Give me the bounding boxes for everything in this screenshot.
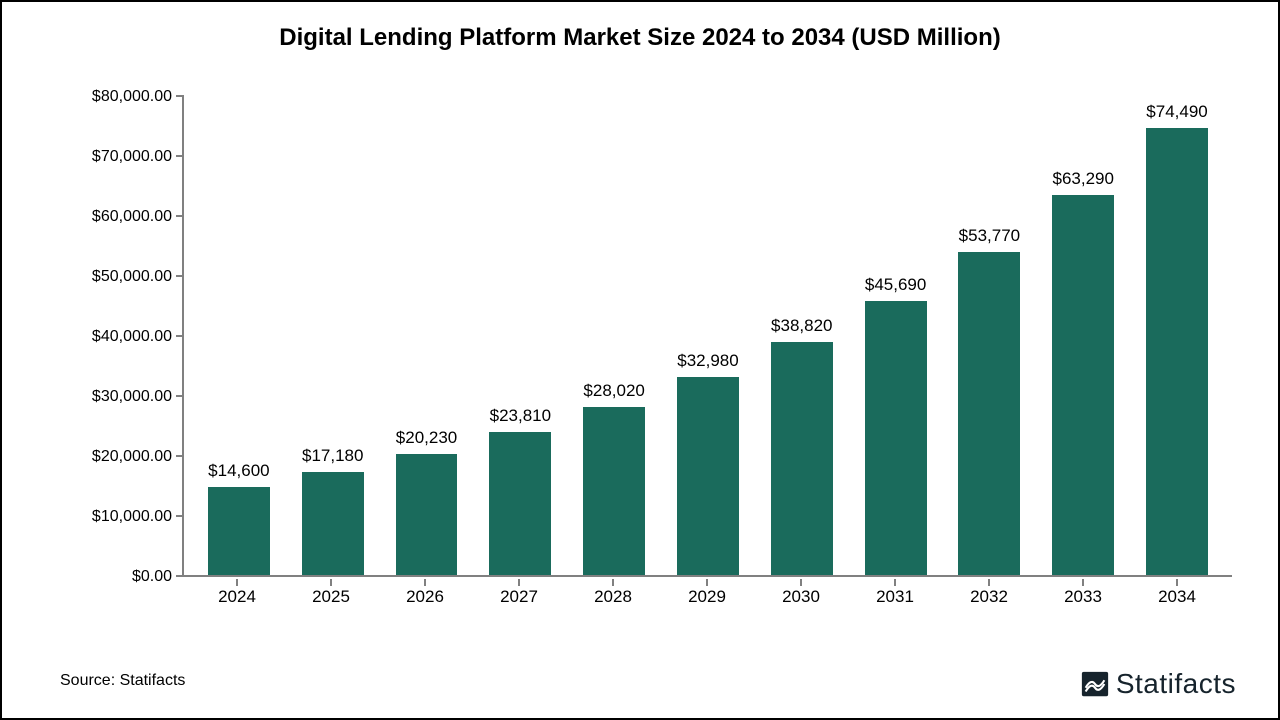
bar-slot: $14,600 bbox=[192, 97, 286, 575]
x-axis-labels: 2024202520262027202820292030203120322033… bbox=[182, 579, 1232, 607]
x-tick-label: 2032 bbox=[942, 579, 1036, 607]
bar-value-label: $63,290 bbox=[1052, 169, 1113, 189]
y-tick-label: $10,000.00 bbox=[92, 508, 172, 526]
bar-slot: $32,980 bbox=[661, 97, 755, 575]
bar-slot: $74,490 bbox=[1130, 97, 1224, 575]
bar-rect bbox=[302, 472, 364, 575]
x-tick-label: 2024 bbox=[190, 579, 284, 607]
bar-rect bbox=[1146, 128, 1208, 575]
y-tick-label: $60,000.00 bbox=[92, 208, 172, 226]
bars-container: $14,600 $17,180 $20,230 $23,810 $28,020 $32,9… bbox=[184, 97, 1232, 575]
x-tick-label: 2026 bbox=[378, 579, 472, 607]
y-tick-label: $50,000.00 bbox=[92, 268, 172, 286]
chart-frame: Digital Lending Platform Market Size 202… bbox=[0, 0, 1280, 720]
x-tick-mark bbox=[236, 579, 238, 586]
bar-slot: $63,290 bbox=[1036, 97, 1130, 575]
x-tick-mark bbox=[988, 579, 990, 586]
x-tick-mark bbox=[612, 579, 614, 586]
source-text: Source: Statifacts bbox=[60, 672, 185, 690]
bar-rect bbox=[1052, 195, 1114, 575]
x-tick-mark bbox=[706, 579, 708, 586]
x-tick-label: 2030 bbox=[754, 579, 848, 607]
brand-logo-text: Statifacts bbox=[1116, 668, 1236, 700]
x-tick-mark bbox=[518, 579, 520, 586]
bar-rect bbox=[489, 432, 551, 575]
x-tick-label: 2029 bbox=[660, 579, 754, 607]
bar-rect bbox=[208, 487, 270, 575]
bar-slot: $20,230 bbox=[380, 97, 474, 575]
x-tick-label: 2025 bbox=[284, 579, 378, 607]
bar-value-label: $38,820 bbox=[771, 316, 832, 336]
x-tick-label: 2033 bbox=[1036, 579, 1130, 607]
bar-rect bbox=[958, 252, 1020, 575]
chart-footer: Source: Statifacts Statifacts bbox=[2, 654, 1278, 718]
bar-value-label: $23,810 bbox=[490, 406, 551, 426]
y-tick-label: $0.00 bbox=[132, 568, 172, 586]
x-tick-mark bbox=[1176, 579, 1178, 586]
x-tick-mark bbox=[330, 579, 332, 586]
x-tick-mark bbox=[1082, 579, 1084, 586]
bar-value-label: $45,690 bbox=[865, 275, 926, 295]
chart-area: $0.00 $10,000.00 $20,000.00 $30,000.00 $40,0… bbox=[72, 82, 1232, 622]
bar-rect bbox=[583, 407, 645, 575]
chart-title: Digital Lending Platform Market Size 202… bbox=[2, 2, 1278, 62]
x-tick-mark bbox=[894, 579, 896, 586]
statifacts-logo-icon bbox=[1080, 669, 1110, 699]
x-tick-label: 2027 bbox=[472, 579, 566, 607]
y-tick-label: $20,000.00 bbox=[92, 448, 172, 466]
bar-rect bbox=[677, 377, 739, 575]
bar-value-label: $14,600 bbox=[208, 461, 269, 481]
bar-slot: $45,690 bbox=[849, 97, 943, 575]
bar-slot: $23,810 bbox=[473, 97, 567, 575]
bar-value-label: $32,980 bbox=[677, 351, 738, 371]
bar-slot: $53,770 bbox=[943, 97, 1037, 575]
bar-value-label: $28,020 bbox=[583, 381, 644, 401]
x-tick-mark bbox=[424, 579, 426, 586]
bar-value-label: $74,490 bbox=[1146, 102, 1207, 122]
bar-value-label: $53,770 bbox=[959, 226, 1020, 246]
bar-value-label: $17,180 bbox=[302, 446, 363, 466]
x-tick-label: 2028 bbox=[566, 579, 660, 607]
x-tick-label: 2031 bbox=[848, 579, 942, 607]
bar-rect bbox=[771, 342, 833, 575]
bar-rect bbox=[865, 301, 927, 575]
bar-value-label: $20,230 bbox=[396, 428, 457, 448]
brand-logo: Statifacts bbox=[1080, 668, 1236, 700]
y-tick-label: $70,000.00 bbox=[92, 148, 172, 166]
bar-rect bbox=[396, 454, 458, 575]
y-axis-ticks: $0.00$10,000.00$20,000.00$30,000.00$40,0… bbox=[72, 97, 182, 577]
plot-area: $14,600 $17,180 $20,230 $23,810 $28,020 $32,9… bbox=[182, 97, 1232, 577]
y-tick-label: $30,000.00 bbox=[92, 388, 172, 406]
bar-slot: $38,820 bbox=[755, 97, 849, 575]
x-tick-mark bbox=[800, 579, 802, 586]
y-tick-label: $80,000.00 bbox=[92, 88, 172, 106]
x-tick-label: 2034 bbox=[1130, 579, 1224, 607]
bar-slot: $17,180 bbox=[286, 97, 380, 575]
y-tick-label: $40,000.00 bbox=[92, 328, 172, 346]
bar-slot: $28,020 bbox=[567, 97, 661, 575]
